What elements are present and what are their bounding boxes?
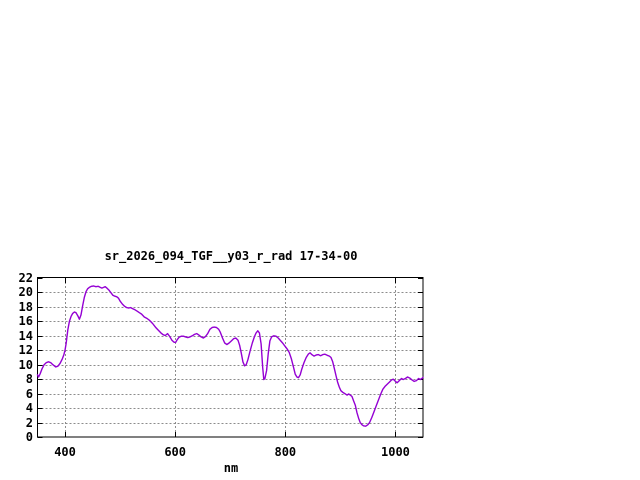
y-tick-label: 8	[25, 372, 33, 387]
y-tick-label: 4	[25, 401, 33, 416]
grid-lines	[37, 278, 423, 437]
y-tick-label: 12	[18, 343, 33, 358]
y-tick-label: 16	[18, 314, 33, 329]
x-tick-label: 400	[54, 445, 76, 459]
x-tick-label: 800	[274, 445, 297, 459]
y-tick-label: 0	[25, 430, 33, 444]
y-tick-label: 14	[18, 328, 33, 343]
y-tick-label: 6	[25, 386, 33, 401]
x-tick-label: 1000	[381, 445, 410, 459]
plot-border	[37, 277, 424, 438]
y-tick-label: 18	[18, 299, 33, 314]
y-tick-label: 20	[18, 285, 33, 300]
chart-title: sr_2026_094_TGF__y03_r_rad 17-34-00	[104, 249, 358, 263]
x-tick-label: 600	[164, 445, 187, 459]
y-tick-label: 10	[18, 357, 33, 372]
axis-ticks	[37, 278, 423, 438]
y-tick-label: 22	[18, 271, 33, 285]
spectrum-line	[36, 285, 424, 427]
y-tick-label: 2	[25, 415, 33, 430]
x-axis-label: nm	[223, 461, 239, 475]
